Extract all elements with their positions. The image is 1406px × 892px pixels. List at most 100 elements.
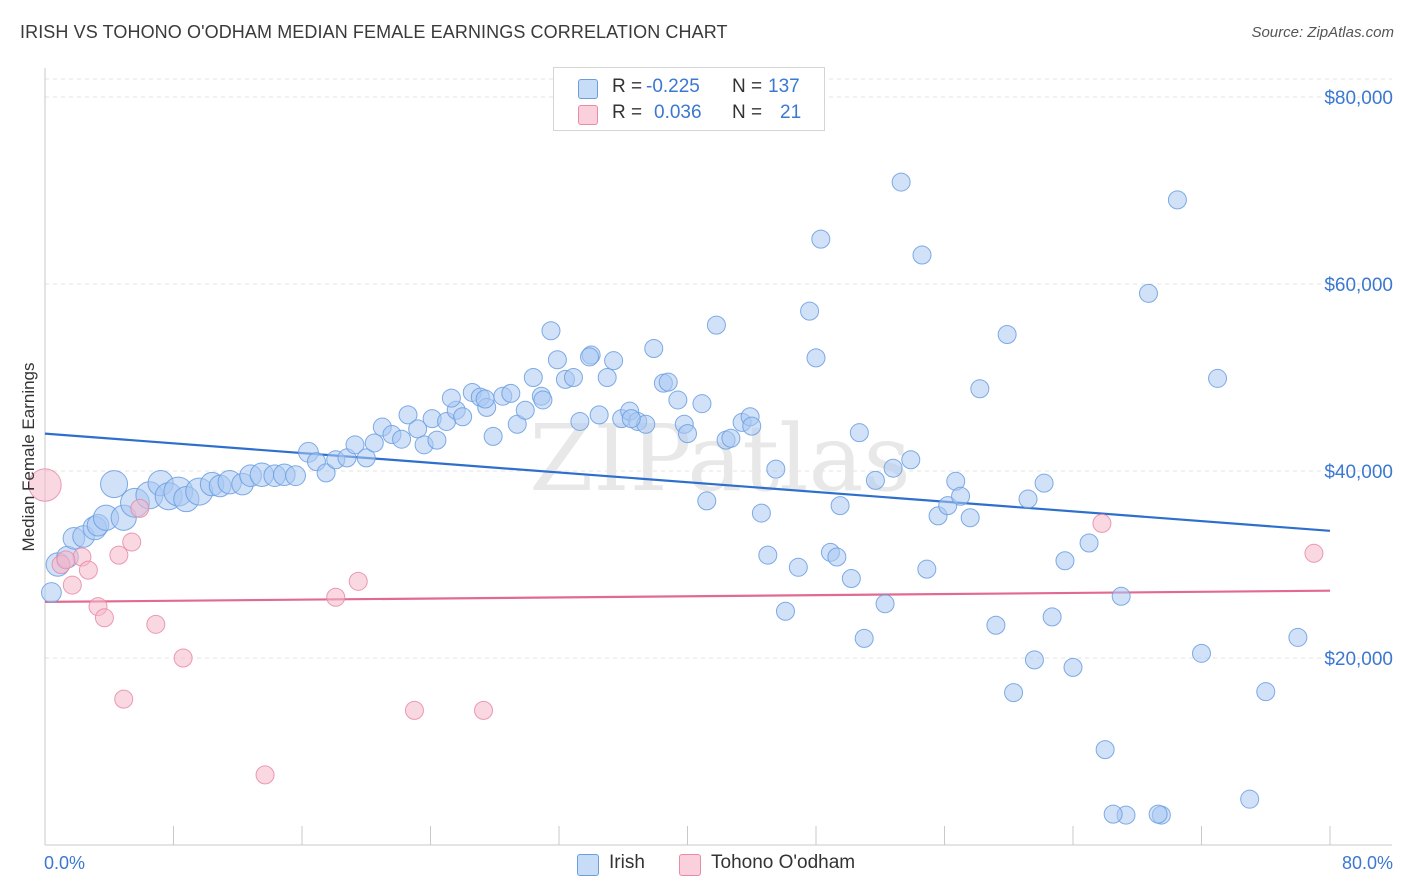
point-irish — [533, 390, 553, 410]
point-tohono — [109, 545, 129, 565]
point-irish — [570, 411, 590, 431]
point-irish — [1055, 551, 1075, 571]
point-irish — [751, 503, 771, 523]
point-irish — [1004, 683, 1024, 703]
trend-line-irish — [44, 432, 1331, 532]
point-tohono — [326, 587, 346, 607]
series-legend: Irish Tohono O'odham — [0, 852, 1406, 878]
point-irish — [883, 458, 903, 478]
point-irish — [891, 172, 911, 192]
legend-n-value: 137 — [768, 76, 800, 97]
point-irish — [1034, 473, 1054, 493]
point-irish — [678, 424, 697, 444]
point-irish — [475, 389, 495, 409]
point-irish — [541, 321, 561, 341]
point-irish — [960, 508, 980, 528]
point-irish — [1138, 283, 1158, 303]
point-tohono — [348, 571, 368, 591]
point-tohono — [122, 532, 142, 552]
point-irish — [692, 394, 712, 414]
point-irish — [875, 594, 895, 614]
point-tohono — [404, 700, 424, 720]
point-irish — [1167, 190, 1187, 210]
x-tick-label: 80.0% — [1342, 853, 1393, 873]
legend-r-label: R = — [612, 76, 643, 97]
point-irish — [392, 429, 412, 449]
grid-lines — [45, 78, 1392, 659]
point-irish — [364, 433, 384, 453]
y-tick-label: $80,000 — [1324, 88, 1393, 109]
legend-swatch-tohono — [578, 105, 598, 125]
y-tick-label: $40,000 — [1324, 462, 1393, 483]
point-irish — [970, 379, 990, 399]
point-irish — [697, 491, 717, 511]
point-irish — [849, 423, 869, 443]
point-irish — [865, 470, 885, 490]
point-irish — [811, 229, 831, 249]
point-irish — [1063, 657, 1083, 677]
point-irish — [547, 350, 567, 370]
point-irish — [775, 601, 795, 621]
point-irish — [41, 582, 62, 603]
point-tohono — [1304, 543, 1324, 563]
y-tick-labels: $20,000 $40,000 $60,000 $80,000 — [1324, 88, 1393, 670]
point-irish — [580, 347, 600, 367]
point-irish — [841, 569, 861, 589]
legend-n-label: N = — [732, 76, 763, 97]
point-irish — [854, 628, 874, 648]
point-irish — [644, 339, 664, 359]
point-irish — [523, 368, 543, 387]
point-irish — [597, 368, 617, 387]
point-tohono — [130, 498, 150, 518]
legend-label-irish: Irish — [609, 852, 645, 873]
point-tohono — [146, 614, 166, 634]
point-tohono — [28, 468, 62, 502]
point-irish — [668, 390, 688, 410]
point-irish — [398, 405, 418, 425]
legend-label-tohono: Tohono O'odham — [711, 852, 856, 873]
data-points — [28, 172, 1324, 825]
point-irish — [589, 405, 609, 425]
point-irish — [830, 496, 850, 516]
legend-r-value: 0.036 — [654, 102, 702, 123]
point-irish — [1288, 627, 1308, 647]
point-irish — [1111, 586, 1131, 606]
point-irish — [483, 426, 503, 446]
legend-r-value: -0.225 — [646, 76, 700, 97]
point-irish — [721, 428, 741, 448]
point-irish — [1079, 533, 1099, 553]
trend-line-tohono — [44, 589, 1331, 603]
point-irish — [997, 324, 1017, 344]
point-irish — [806, 348, 826, 368]
point-tohono — [1092, 513, 1112, 533]
point-irish — [453, 407, 473, 427]
legend-n-value: 21 — [780, 102, 802, 123]
point-tohono — [474, 700, 494, 720]
point-tohono — [56, 550, 76, 570]
y-tick-label: $20,000 — [1324, 649, 1393, 670]
y-axis-label: Median Female Earnings — [19, 363, 38, 552]
point-irish — [986, 615, 1006, 635]
point-tohono — [173, 648, 193, 668]
point-irish — [1018, 489, 1038, 509]
point-irish — [1192, 643, 1211, 663]
legend-swatch-irish — [578, 79, 598, 99]
point-irish — [563, 368, 583, 387]
point-irish — [758, 545, 778, 565]
point-tohono — [78, 560, 98, 580]
legend-swatch-tohono — [679, 854, 701, 876]
point-irish — [1240, 789, 1260, 809]
point-irish — [1148, 804, 1168, 824]
x-tick-label: 0.0% — [44, 853, 85, 873]
point-irish — [501, 383, 521, 403]
point-irish — [1103, 804, 1123, 824]
point-irish — [912, 245, 932, 265]
point-irish — [788, 557, 808, 577]
point-tohono — [62, 575, 82, 595]
point-irish — [441, 388, 461, 408]
point-irish — [285, 465, 306, 487]
point-irish — [427, 430, 447, 450]
point-irish — [316, 463, 336, 483]
point-irish — [345, 435, 365, 455]
